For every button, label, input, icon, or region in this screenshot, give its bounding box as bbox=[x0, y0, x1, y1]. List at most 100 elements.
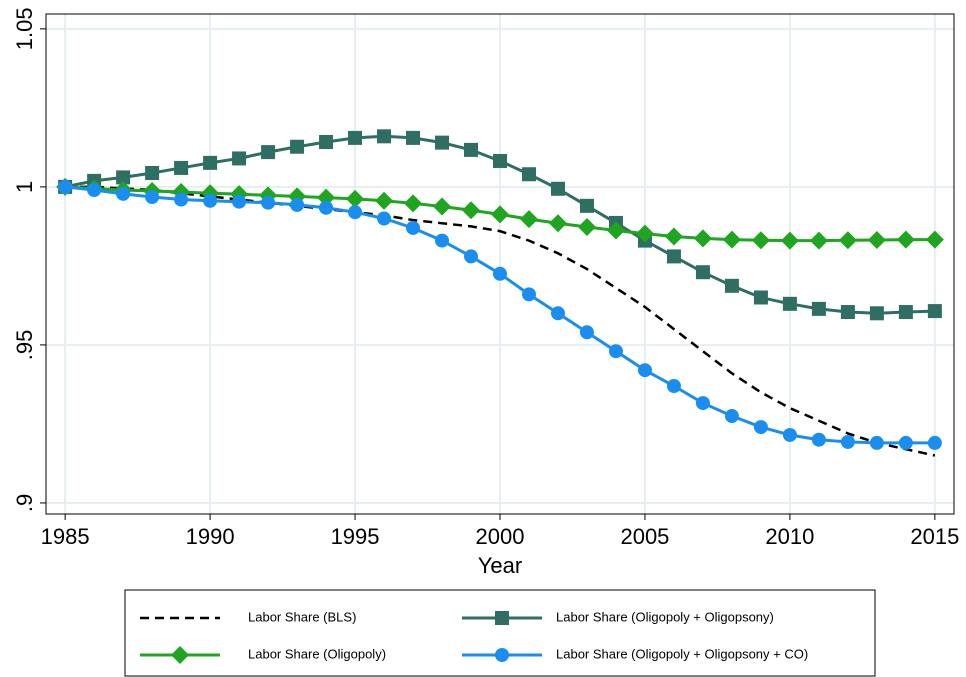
marker bbox=[145, 189, 160, 204]
marker bbox=[406, 220, 421, 235]
marker bbox=[491, 205, 509, 224]
y-tick-label: .95 bbox=[12, 330, 37, 361]
marker bbox=[577, 218, 596, 237]
x-tick-label: 2005 bbox=[620, 524, 669, 549]
marker bbox=[927, 435, 942, 450]
marker bbox=[579, 325, 594, 340]
y-tick-label: 1 bbox=[12, 181, 37, 193]
marker bbox=[838, 231, 857, 250]
marker bbox=[840, 434, 855, 449]
marker bbox=[433, 197, 452, 216]
marker bbox=[548, 214, 567, 233]
marker bbox=[261, 195, 276, 210]
marker bbox=[203, 193, 218, 208]
marker bbox=[693, 229, 712, 248]
marker bbox=[753, 290, 768, 305]
marker bbox=[809, 231, 828, 250]
marker bbox=[898, 305, 913, 320]
marker bbox=[724, 409, 739, 424]
marker bbox=[290, 139, 305, 154]
marker bbox=[867, 230, 886, 249]
marker bbox=[319, 135, 334, 150]
marker bbox=[664, 227, 683, 246]
marker bbox=[493, 153, 507, 168]
marker bbox=[635, 224, 654, 243]
x-tick-label: 1990 bbox=[186, 524, 235, 549]
marker bbox=[840, 305, 855, 320]
marker bbox=[782, 296, 797, 311]
marker bbox=[464, 142, 479, 157]
marker bbox=[377, 211, 392, 226]
marker bbox=[435, 233, 450, 248]
marker bbox=[579, 198, 594, 213]
marker bbox=[116, 186, 131, 201]
marker bbox=[666, 249, 681, 264]
x-tick-label: 2010 bbox=[765, 524, 814, 549]
y-tick-label: 1.05 bbox=[12, 7, 37, 50]
marker bbox=[406, 130, 421, 145]
legend-box bbox=[124, 589, 876, 677]
legend-label: Labor Share (Oligopoly + Oligopsony) bbox=[556, 609, 774, 624]
marker bbox=[637, 363, 652, 378]
marker bbox=[925, 230, 944, 249]
marker bbox=[519, 210, 538, 229]
legend-label: Labor Share (Oligopoly + Oligopsony + CO… bbox=[556, 646, 808, 661]
marker bbox=[232, 151, 247, 166]
marker bbox=[550, 181, 565, 196]
marker bbox=[608, 344, 623, 359]
marker bbox=[898, 435, 913, 450]
marker bbox=[751, 231, 770, 250]
marker bbox=[203, 155, 218, 170]
marker bbox=[116, 170, 131, 185]
marker bbox=[319, 200, 334, 215]
x-axis-label: Year bbox=[478, 553, 522, 578]
marker bbox=[521, 167, 536, 182]
marker bbox=[493, 266, 507, 281]
marker bbox=[695, 265, 710, 280]
marker bbox=[869, 306, 884, 321]
x-tick-label: 2000 bbox=[476, 524, 525, 549]
marker bbox=[464, 249, 479, 264]
marker bbox=[317, 188, 336, 207]
marker bbox=[261, 145, 276, 160]
x-tick-label: 2015 bbox=[910, 524, 959, 549]
marker bbox=[435, 135, 450, 150]
marker bbox=[695, 396, 710, 411]
marker bbox=[782, 427, 797, 442]
legend-marker bbox=[495, 648, 509, 662]
legend-label: Labor Share (Oligopoly) bbox=[248, 646, 386, 661]
marker bbox=[722, 230, 741, 249]
marker bbox=[290, 197, 305, 212]
marker bbox=[87, 183, 102, 198]
marker bbox=[145, 165, 160, 180]
marker bbox=[811, 301, 826, 316]
marker bbox=[348, 130, 363, 145]
y-tick-label: .9 bbox=[12, 494, 37, 512]
marker bbox=[896, 230, 915, 249]
marker bbox=[377, 129, 392, 144]
plot-frame bbox=[45, 13, 955, 515]
marker bbox=[606, 221, 625, 240]
marker bbox=[753, 420, 768, 435]
marker bbox=[550, 306, 565, 321]
legend-marker bbox=[495, 611, 509, 625]
marker bbox=[811, 432, 826, 447]
marker bbox=[404, 194, 423, 213]
marker bbox=[375, 191, 394, 210]
marker bbox=[346, 189, 365, 208]
marker bbox=[927, 304, 942, 319]
series-line bbox=[65, 185, 936, 457]
marker bbox=[174, 160, 189, 175]
legend-label: Labor Share (BLS) bbox=[248, 609, 356, 624]
x-tick-label: 1995 bbox=[331, 524, 380, 549]
marker bbox=[462, 201, 481, 220]
marker bbox=[780, 231, 799, 250]
marker bbox=[521, 287, 536, 302]
marker bbox=[174, 192, 189, 207]
marker bbox=[724, 278, 739, 293]
legend-marker bbox=[171, 646, 189, 664]
marker bbox=[58, 179, 73, 194]
marker bbox=[348, 205, 363, 220]
marker bbox=[666, 378, 681, 393]
